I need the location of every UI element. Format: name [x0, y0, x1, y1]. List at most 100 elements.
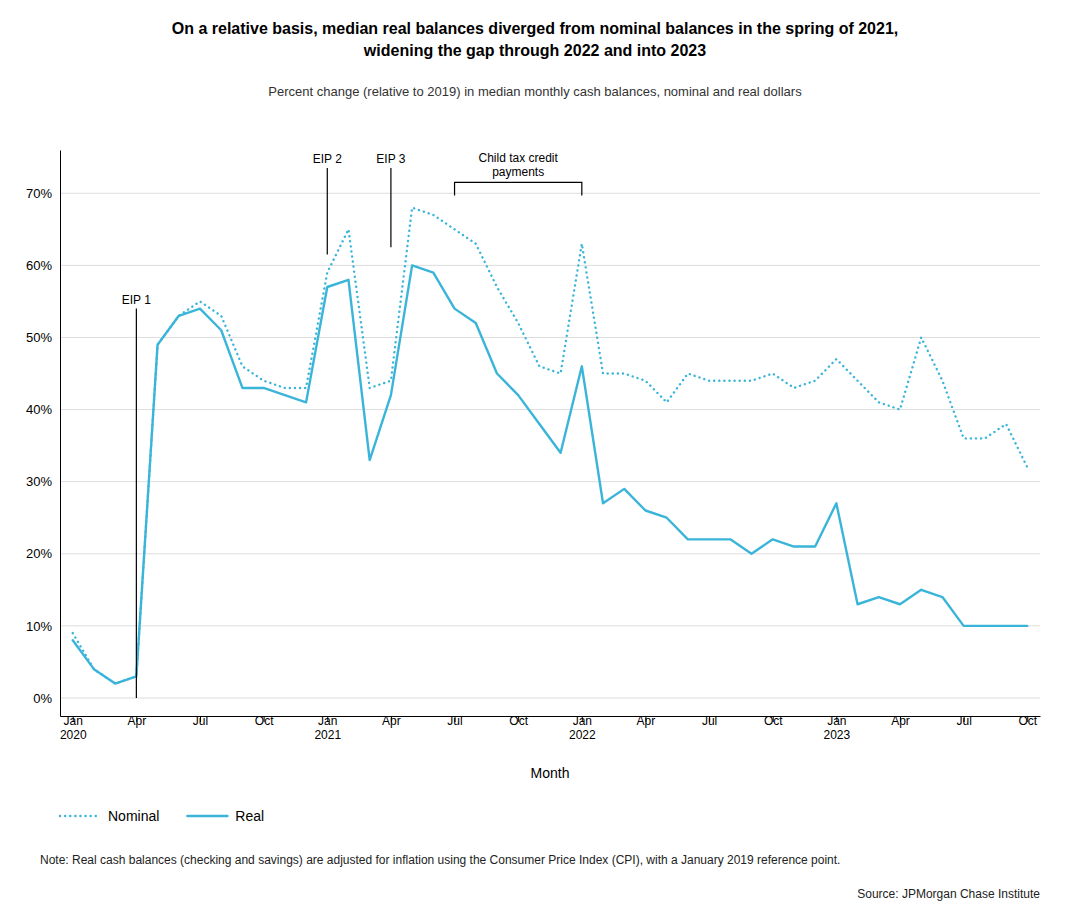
x-tick: Jul — [956, 714, 971, 728]
x-tick-label: Oct — [1018, 714, 1037, 728]
text-line: 2020 — [60, 728, 87, 742]
grid-line — [60, 553, 1040, 554]
x-tick-label: Apr — [128, 714, 147, 728]
y-tick-label: 70% — [26, 186, 52, 201]
x-tick: Apr — [891, 714, 910, 728]
y-axis: 0% 10% 20% 30% 40% 50% 60% 70% — [26, 151, 61, 717]
series-line — [73, 208, 1028, 684]
y-tick-label: 10% — [26, 619, 52, 634]
x-tick-label: Jul — [702, 714, 717, 728]
x-axis-title: Month — [531, 765, 570, 781]
subtitle: Percent change (relative to 2019) in med… — [268, 84, 802, 99]
text-line: 2023 — [824, 728, 851, 742]
annotation-line — [136, 309, 137, 698]
grid-line — [60, 697, 1040, 698]
x-tick: Oct — [509, 714, 528, 728]
text-line: Oct — [255, 714, 274, 728]
y-tick: 60% — [26, 258, 60, 273]
text-line: EIP 2 — [313, 152, 342, 166]
text-line: widening the gap through 2022 and into 2… — [363, 42, 706, 59]
title: On a relative basis, median real balance… — [172, 20, 898, 59]
series-line — [73, 265, 1028, 683]
annotation-label: EIP 3 — [376, 152, 405, 166]
text-line: Oct — [1018, 714, 1037, 728]
text-line: Oct — [509, 714, 528, 728]
y-tick: 0% — [33, 691, 60, 706]
x-tick: Jul — [193, 714, 208, 728]
plot: 0%10%20%30%40%50%60%70%Jan2020AprJulOctJ… — [26, 151, 1041, 742]
x-tick-label: Jul — [956, 714, 971, 728]
text-line: Jul — [702, 714, 717, 728]
grid-line — [60, 193, 1040, 194]
y-tick: 20% — [26, 546, 60, 561]
x-tick-label: Apr — [637, 714, 656, 728]
text-line: Jan — [64, 714, 83, 728]
x-tick-label: Oct — [255, 714, 274, 728]
x-tick-label: Apr — [891, 714, 910, 728]
text-line: 2021 — [314, 728, 341, 742]
annotation-line — [327, 168, 328, 255]
text-line: On a relative basis, median real balance… — [172, 20, 898, 37]
x-tick: Oct — [1018, 714, 1037, 728]
x-tick: Oct — [255, 714, 274, 728]
y-tick-label: 60% — [26, 258, 52, 273]
legend-swatch — [60, 815, 100, 817]
y-tick-label: 50% — [26, 330, 52, 345]
legend-label: Real — [235, 808, 264, 824]
text-line: Jan — [827, 714, 846, 728]
y-tick: 30% — [26, 474, 60, 489]
text-line: EIP 3 — [376, 152, 405, 166]
grid-line — [60, 337, 1040, 338]
text-line: Oct — [764, 714, 783, 728]
y-tick-label: 40% — [26, 402, 52, 417]
legend-item: Nominal — [60, 808, 159, 824]
series-group — [73, 208, 1028, 684]
note: Note: Real cash balances (checking and s… — [40, 853, 840, 867]
grid-line — [60, 481, 1040, 482]
source: Source: JPMorgan Chase Institute — [857, 887, 1040, 901]
text-line: 2022 — [569, 728, 596, 742]
grid-line — [60, 409, 1040, 410]
legend: Nominal Real — [60, 808, 264, 824]
x-tick-label: Jan2022 — [569, 714, 596, 742]
annotations: EIP 1 EIP 2 EIP 3 Child tax creditpayments — [122, 151, 582, 698]
grid-line — [60, 625, 1040, 626]
text-line: Jan — [573, 714, 592, 728]
x-tick-label: Apr — [382, 714, 401, 728]
annotation-label: EIP 2 — [313, 152, 342, 166]
x-tick: Apr — [128, 714, 147, 728]
text-line: payments — [492, 165, 544, 179]
text-line: Apr — [382, 714, 401, 728]
x-tick: Apr — [382, 714, 401, 728]
text-line: EIP 1 — [122, 293, 151, 307]
text-line: Apr — [637, 714, 656, 728]
chart: On a relative basis, median real balance… — [0, 0, 1070, 916]
annotation-line — [390, 168, 391, 247]
x-tick: Apr — [637, 714, 656, 728]
x-tick-label: Oct — [509, 714, 528, 728]
y-tick: 10% — [26, 619, 60, 634]
text-line: Jul — [956, 714, 971, 728]
y-tick-label: 30% — [26, 474, 52, 489]
y-tick-label: 20% — [26, 546, 52, 561]
y-axis-line — [60, 151, 61, 717]
annotation-label: Child tax creditpayments — [478, 151, 558, 179]
legend-label: Nominal — [108, 808, 159, 824]
x-axis: Jan2020AprJulOctJan2021AprJulOctJan2022A… — [60, 714, 1041, 742]
x-tick: Jan2021 — [314, 714, 341, 742]
y-tick: 50% — [26, 330, 60, 345]
y-tick: 70% — [26, 186, 60, 201]
text-line: Apr — [128, 714, 147, 728]
text-line: Jan — [318, 714, 337, 728]
grid — [60, 193, 1040, 698]
text-line: Child tax credit — [478, 151, 558, 165]
text-line: Apr — [891, 714, 910, 728]
y-tick: 40% — [26, 402, 60, 417]
x-tick: Jan2020 — [60, 714, 87, 742]
x-tick-label: Jan2020 — [60, 714, 87, 742]
x-tick-label: Oct — [764, 714, 783, 728]
x-tick: Jan2023 — [824, 714, 851, 742]
text-line: Jul — [447, 714, 462, 728]
annotation-bracket — [455, 182, 582, 195]
x-tick-label: Jan2023 — [824, 714, 851, 742]
